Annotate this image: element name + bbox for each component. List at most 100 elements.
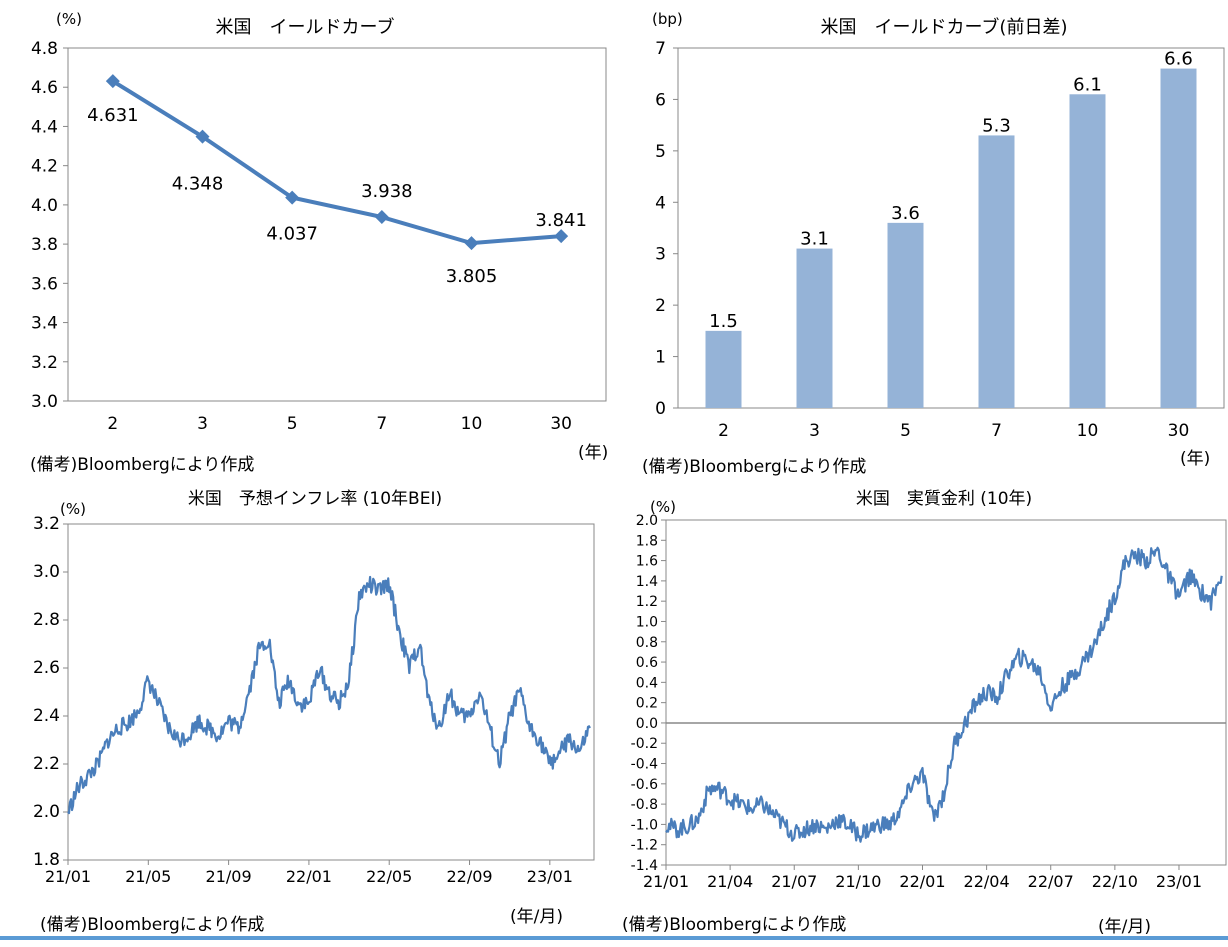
source-note: (備考)Bloombergにより作成	[40, 915, 265, 935]
data-point	[464, 236, 479, 251]
x-tick-label: 23/01	[527, 867, 573, 886]
y-tick-label: 3.2	[33, 514, 60, 534]
chart-title: 米国 イールドカーブ(前日差)	[821, 16, 1068, 38]
chart-title: 米国 予想インフレ率 (10年BEI)	[188, 489, 442, 509]
yield-curve-panel: 米国 イールドカーブ (%) 3.0 3.2 3.4 3.6 3.8 4.0 4.2 4.4 4…	[0, 0, 614, 475]
y-tick-label: 1.6	[636, 554, 658, 570]
data-label: 6.1	[1073, 74, 1102, 95]
bar	[887, 222, 924, 408]
y-tick-label: 2.2	[33, 754, 60, 774]
x-tick-label: 2	[107, 414, 118, 434]
source-note: (備考)Bloombergにより作成	[642, 457, 867, 477]
x-tick-label: 21/05	[125, 867, 171, 886]
x-axis-unit: (年)	[1180, 449, 1211, 469]
y-tick-label: -0.2	[631, 736, 658, 752]
y-tick-label: 0.8	[636, 635, 658, 651]
data-point	[374, 210, 389, 225]
y-tick-label: 6	[655, 90, 666, 110]
y-tick-label: -0.4	[631, 757, 658, 773]
plot-layer: 3.0 3.2 3.4 3.6 3.8 4.0 4.2 4.4 4.6 4.8 2 3 5 7 10 30 4.…	[31, 39, 587, 434]
data-point	[285, 190, 300, 205]
y-tick-label: 1	[655, 348, 666, 368]
plot-layer: 1.8 2.0 2.2 2.4 2.6 2.8 3.0 3.2 21/01 21/05 21/09 2…	[33, 514, 591, 886]
x-tick-label: 21/01	[45, 867, 91, 886]
y-tick-label: 3	[655, 245, 666, 265]
x-tick-label: 22/07	[1028, 872, 1074, 891]
unit-label: (%)	[56, 10, 82, 28]
plot-area	[665, 519, 1227, 866]
y-tick-label: 2	[655, 296, 666, 316]
y-tick-label: 4.4	[31, 117, 58, 137]
series-line	[67, 575, 591, 815]
data-label: 3.841	[535, 210, 587, 231]
y-tick-label: 1.4	[636, 574, 658, 590]
y-tick-label: 0.4	[636, 675, 658, 691]
series-line	[111, 79, 562, 246]
data-point	[554, 229, 569, 244]
data-label: 3.6	[891, 203, 920, 224]
bei-panel: 米国 予想インフレ率 (10年BEI) (%) 1.8 2.0 2.2 2.4 2.6 2…	[0, 472, 614, 936]
x-tick-label: 2	[718, 421, 729, 441]
y-tick-label: -0.6	[631, 777, 658, 793]
bar	[1160, 68, 1197, 409]
y-tick-label: 3.4	[31, 314, 58, 334]
x-tick-label: 21/07	[771, 872, 817, 891]
y-tick-label: 1.2	[636, 594, 658, 610]
y-tick-label: 0.6	[636, 655, 658, 671]
x-tick-label: 22/01	[899, 872, 945, 891]
y-tick-label: 2.4	[33, 706, 60, 726]
source-note: (備考)Bloombergにより作成	[622, 915, 847, 935]
y-tick-label: -1.2	[631, 838, 658, 854]
data-label: 3.805	[446, 266, 498, 287]
bar	[705, 330, 742, 408]
yield-curve-change-chart: 米国 イールドカーブ(前日差) (bp) 0 1 2 3 4 5 6 7 2 1.5 3 3.1 5 3.…	[652, 10, 1225, 441]
plot-area	[677, 47, 1225, 409]
y-tick-label: 3.0	[31, 392, 58, 412]
x-tick-label: 22/04	[964, 872, 1010, 891]
y-tick-label: 0.0	[636, 716, 658, 732]
x-tick-label: 3	[197, 414, 208, 434]
yield-curve-change-panel: 米国 イールドカーブ(前日差) (bp) 0 1 2 3 4 5 6 7 2 1.5 3 3.1 5 3.…	[614, 0, 1228, 477]
y-tick-label: 4.2	[31, 157, 58, 177]
x-tick-label: 3	[809, 421, 820, 441]
y-tick-label: 2.8	[33, 610, 60, 630]
data-label: 1.5	[709, 311, 738, 332]
x-tick-label: 21/10	[835, 872, 881, 891]
plot-area	[67, 47, 607, 402]
unit-label: (%)	[650, 498, 676, 516]
x-tick-label: 5	[900, 421, 911, 441]
source-note: (備考)Bloombergにより作成	[30, 455, 255, 475]
data-label: 5.3	[982, 115, 1011, 136]
y-tick-label: -1.0	[631, 817, 658, 833]
bei-chart: 米国 予想インフレ率 (10年BEI) (%) 1.8 2.0 2.2 2.4 2.6 2…	[33, 489, 595, 886]
x-tick-label: 22/10	[1092, 872, 1138, 891]
bar	[796, 248, 833, 408]
data-label: 3.938	[361, 181, 413, 202]
y-tick-label: 2.6	[33, 658, 60, 678]
y-tick-label: 3.6	[31, 274, 58, 294]
x-tick-label: 22/01	[286, 867, 332, 886]
y-tick-label: 3.2	[31, 353, 58, 373]
y-tick-label: 5	[655, 142, 666, 162]
y-tick-label: -1.4	[631, 858, 658, 874]
data-point	[195, 129, 210, 144]
bar	[978, 135, 1015, 408]
series-line	[665, 546, 1223, 843]
x-tick-label: 7	[991, 421, 1002, 441]
x-tick-label: 30	[550, 414, 572, 434]
data-label: 6.6	[1164, 49, 1193, 70]
x-tick-label: 21/04	[707, 872, 753, 891]
plot-layer: -1.4 -1.2 -1.0 -0.8 -0.6 -0.4 -0.2 0.0 0.2 0.4 0.6…	[631, 513, 1226, 891]
yield-curve-chart: 米国 イールドカーブ (%) 3.0 3.2 3.4 3.6 3.8 4.0 4.2 4.4 4…	[31, 10, 607, 434]
unit-label: (%)	[60, 500, 86, 518]
real-rate-chart: 米国 実質金利 (10年) (%) -1.4 -1.2 -1.0 -0.8 -0.6 -0…	[631, 489, 1227, 891]
x-tick-label: 7	[376, 414, 387, 434]
x-tick-label: 10	[461, 414, 483, 434]
unit-label: (bp)	[652, 10, 683, 28]
plot-layer: 0 1 2 3 4 5 6 7 2 1.5 3 3.1 5 3.6 7 5.3 10 6.1 30 6.6	[655, 39, 1197, 441]
y-tick-label: 2.0	[636, 513, 658, 529]
y-tick-label: 4.8	[31, 39, 58, 59]
x-tick-label: 10	[1077, 421, 1099, 441]
chart-title: 米国 イールドカーブ	[216, 16, 395, 38]
data-label: 3.1	[800, 229, 829, 250]
